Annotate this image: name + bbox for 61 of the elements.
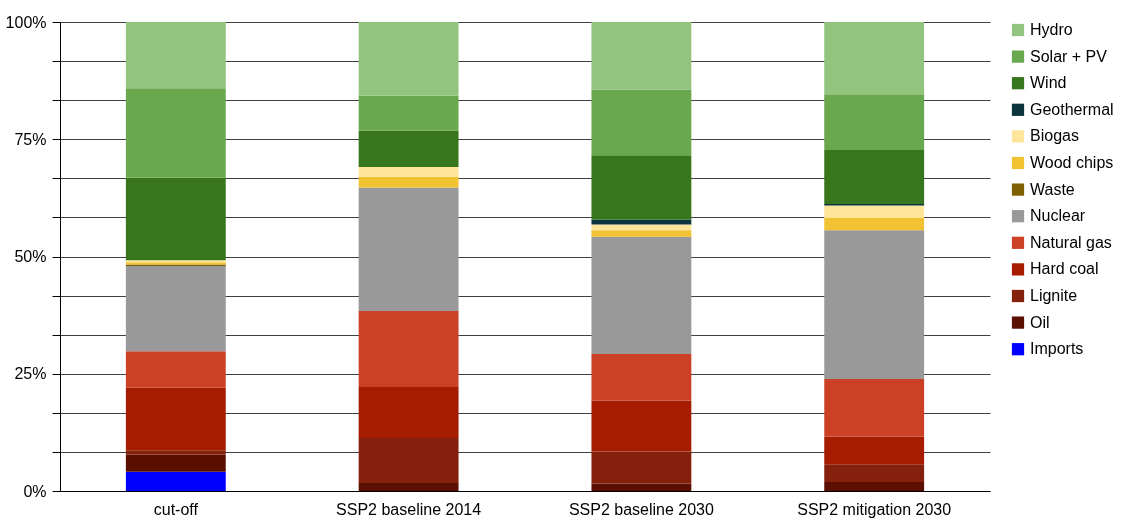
legend-label: Wood chips <box>1030 154 1114 171</box>
bar <box>125 351 226 388</box>
x-tick-label: cut-off <box>153 500 199 518</box>
legend-label: Oil <box>1030 313 1050 331</box>
legend-label: Geothermal <box>1030 100 1114 118</box>
legend-label: Wind <box>1030 74 1067 92</box>
y-tick-label: 75% <box>14 130 47 148</box>
bar <box>125 177 226 261</box>
bar <box>591 354 692 401</box>
bar <box>125 454 226 472</box>
legend-label: Nuclear <box>1030 207 1086 225</box>
bar <box>358 187 459 311</box>
bar <box>358 386 459 438</box>
bar <box>824 482 925 491</box>
bar <box>358 95 459 131</box>
y-tick-label: 100% <box>5 13 47 31</box>
bar <box>591 89 692 156</box>
bar <box>824 218 925 231</box>
legend-label: Natural gas <box>1030 233 1112 251</box>
y-tick-label: 50% <box>14 248 47 265</box>
y-tick-label: 0% <box>23 482 47 500</box>
legend-label: Hard coal <box>1030 260 1099 278</box>
legend-label: Biogas <box>1030 127 1079 145</box>
bar <box>824 205 925 219</box>
y-tick-label: 25% <box>14 365 47 383</box>
bar <box>358 130 459 167</box>
bar <box>591 22 692 90</box>
bar <box>591 236 692 355</box>
bar <box>824 464 925 483</box>
bar <box>125 88 226 178</box>
legend-label: Lignite <box>1030 287 1078 304</box>
bar <box>591 483 692 491</box>
bar <box>591 219 692 225</box>
bar <box>358 310 459 387</box>
bar <box>125 387 226 451</box>
bar <box>824 436 925 465</box>
legend-label: Waste <box>1030 180 1075 198</box>
bar <box>591 400 692 452</box>
legend-label: Imports <box>1030 340 1084 358</box>
bar <box>125 265 226 352</box>
x-tick-label: SSP2 baseline 2014 <box>336 500 482 518</box>
bar <box>358 438 459 484</box>
bar <box>358 22 459 96</box>
bar <box>824 378 925 437</box>
bar <box>591 230 692 237</box>
bar <box>591 155 692 220</box>
bar <box>358 483 459 491</box>
bar <box>125 22 226 89</box>
bar <box>125 450 226 455</box>
bar <box>358 166 459 177</box>
bar <box>824 22 925 95</box>
x-tick-label: SSP2 mitigation 2030 <box>797 500 952 518</box>
bar <box>824 150 925 204</box>
x-tick-label: SSP2 baseline 2030 <box>568 500 714 518</box>
bar <box>824 94 925 151</box>
bar <box>824 230 925 379</box>
bar <box>358 176 459 188</box>
bar <box>591 451 692 484</box>
legend-label: Solar + PV <box>1030 47 1108 65</box>
legend-label: Hydro <box>1030 21 1073 38</box>
bar <box>125 471 226 491</box>
